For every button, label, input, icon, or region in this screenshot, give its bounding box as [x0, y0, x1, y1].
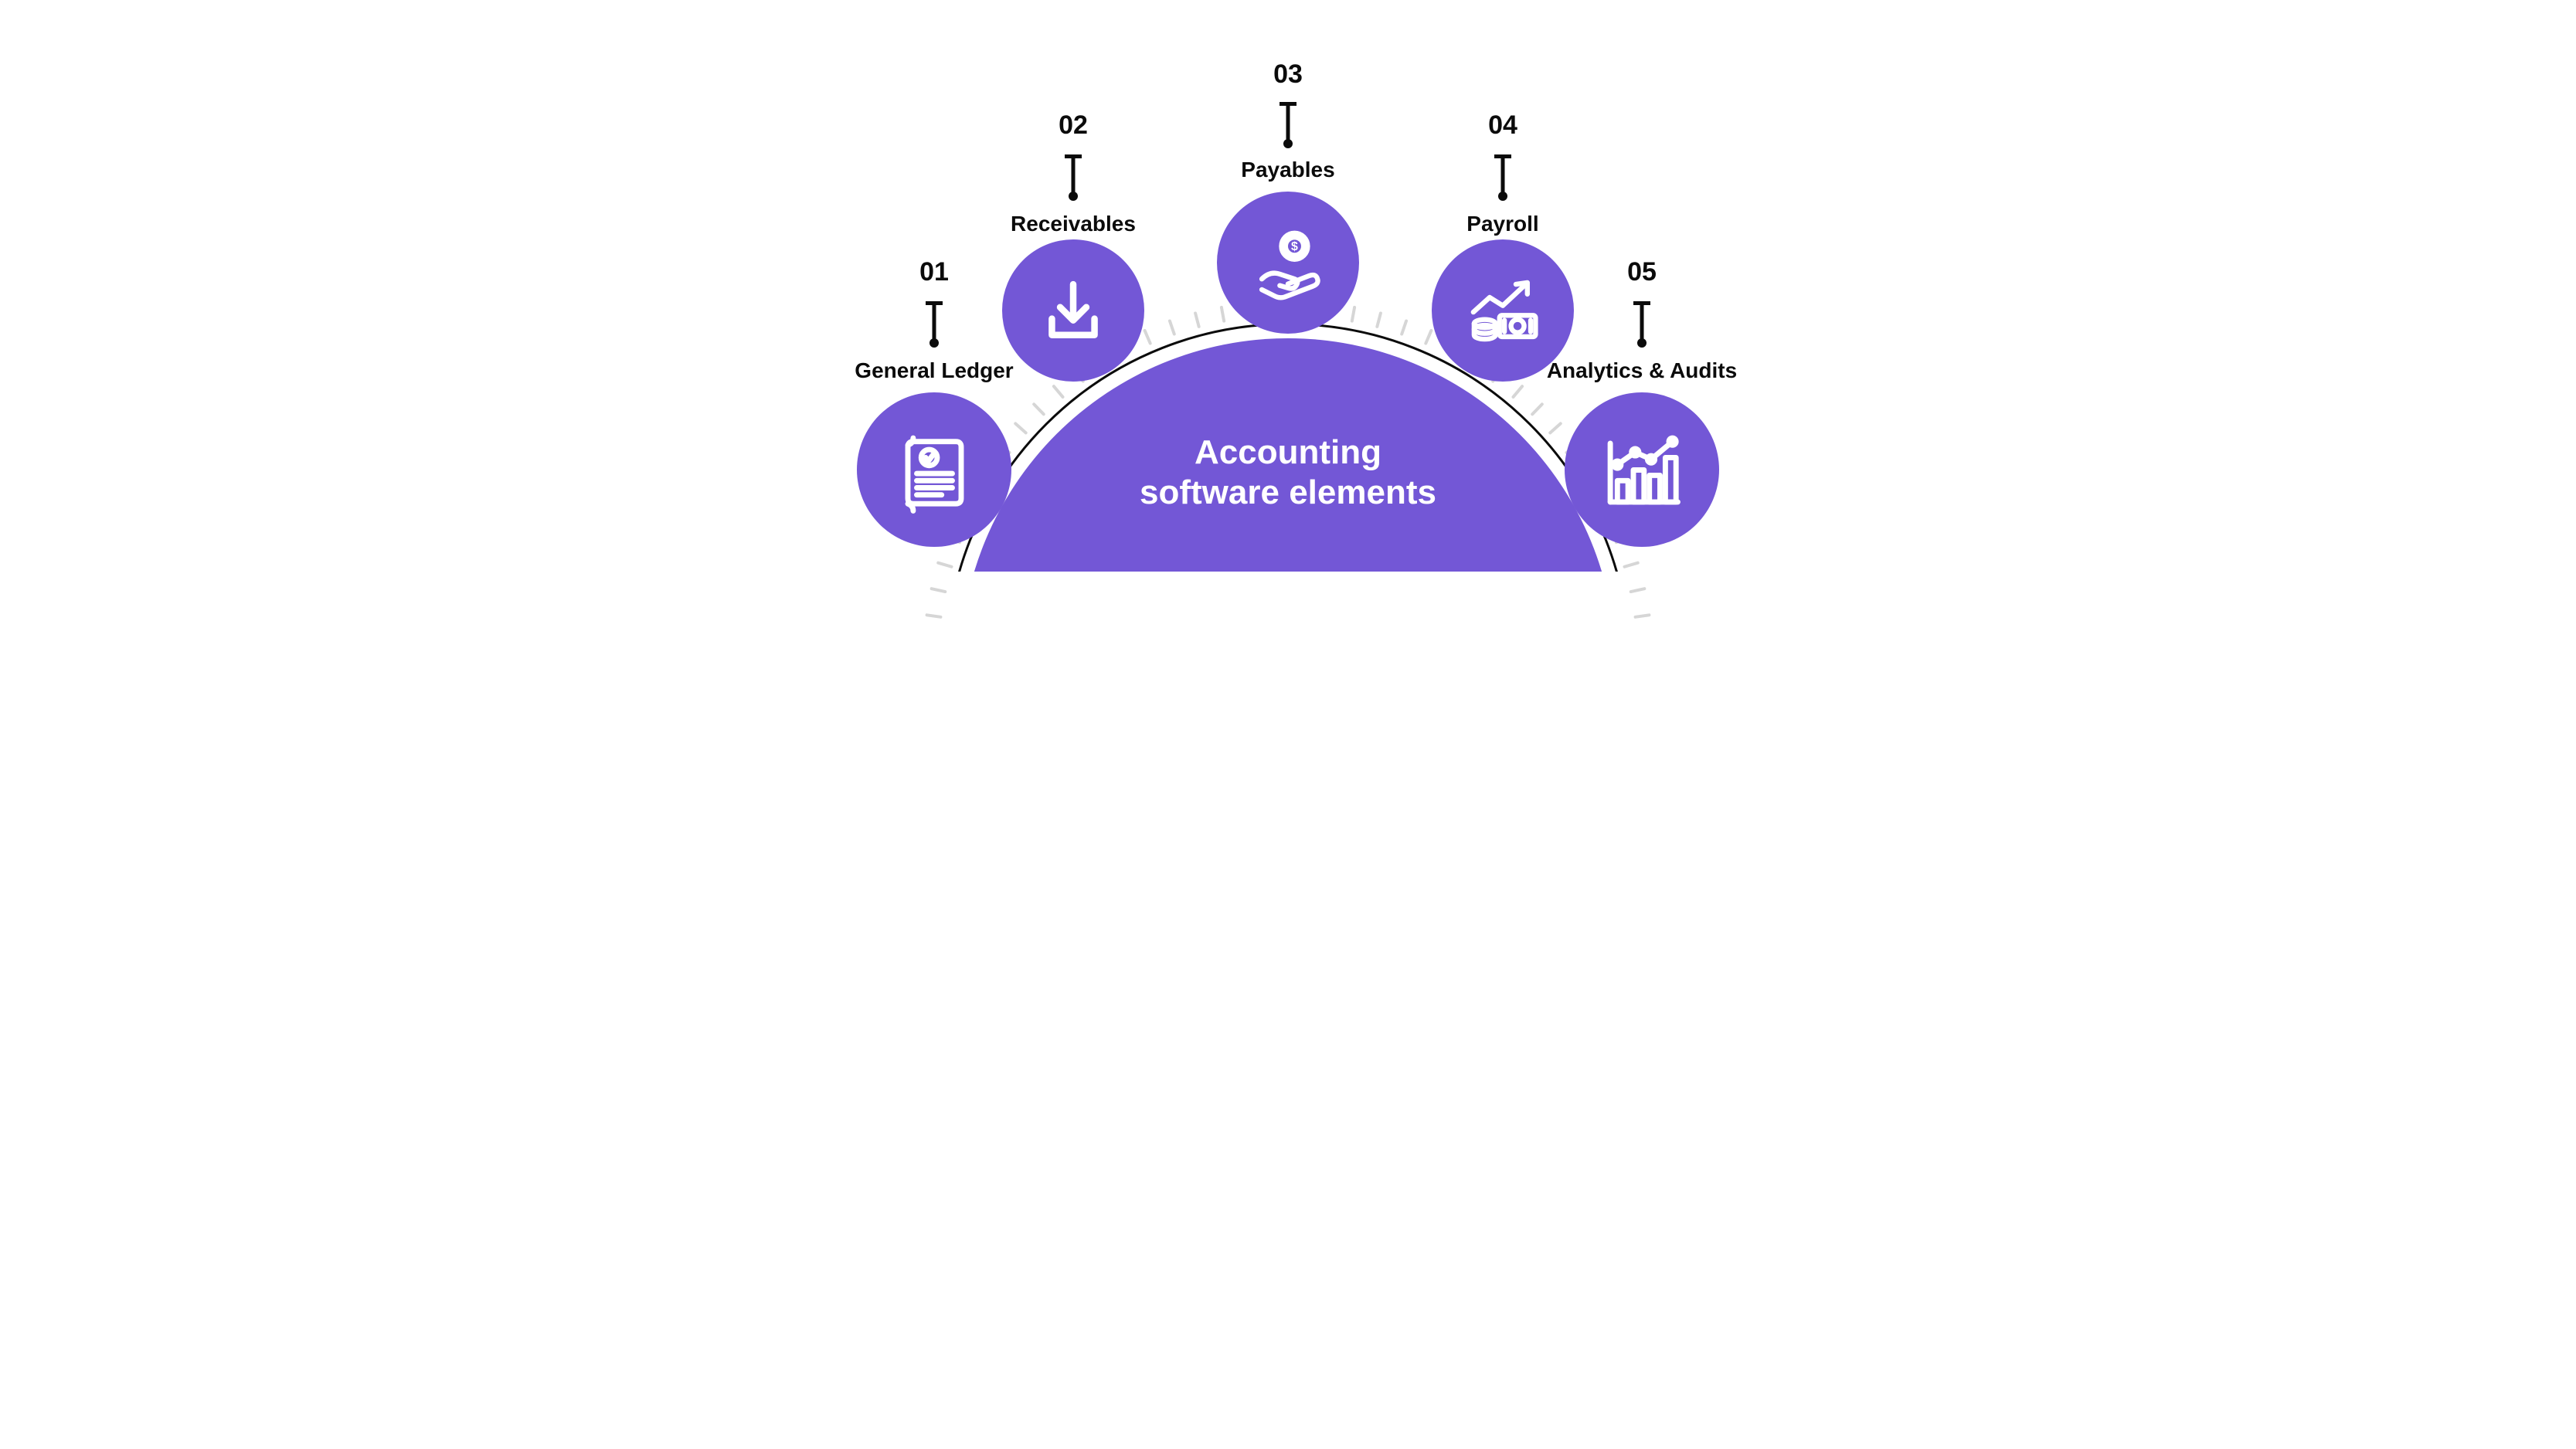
element-number-05: 05	[1596, 257, 1688, 287]
element-number-01: 01	[888, 257, 980, 287]
money-growth-icon	[1462, 270, 1544, 351]
central-title: Accounting software elements	[950, 433, 1626, 513]
svg-text:$: $	[1291, 240, 1298, 253]
connector-02	[1058, 154, 1089, 205]
element-circle-02	[1002, 239, 1144, 382]
element-number-03: 03	[1242, 59, 1334, 90]
element-label-02: Receivables	[919, 212, 1228, 236]
ledger-icon	[890, 426, 979, 514]
connector-03	[1273, 102, 1303, 153]
element-circle-05	[1565, 392, 1719, 547]
central-title-line2: software elements	[1140, 473, 1436, 511]
element-label-03: Payables	[1133, 158, 1443, 182]
connector-01	[919, 301, 950, 352]
download-icon	[1032, 270, 1114, 351]
element-number-04: 04	[1456, 110, 1549, 141]
coin-hand-icon: $	[1247, 222, 1329, 304]
connector-04	[1487, 154, 1518, 205]
element-circle-01	[857, 392, 1011, 547]
element-label-04: Payroll	[1348, 212, 1657, 236]
element-label-05: Analytics & Audits	[1487, 358, 1796, 383]
bar-chart-icon	[1598, 426, 1687, 514]
central-title-line1: Accounting	[1195, 433, 1381, 471]
infographic-stage: Accounting software elements General Led…	[726, 0, 1850, 630]
element-number-02: 02	[1027, 110, 1120, 141]
connector-05	[1626, 301, 1657, 352]
element-circle-03: $	[1217, 192, 1359, 334]
